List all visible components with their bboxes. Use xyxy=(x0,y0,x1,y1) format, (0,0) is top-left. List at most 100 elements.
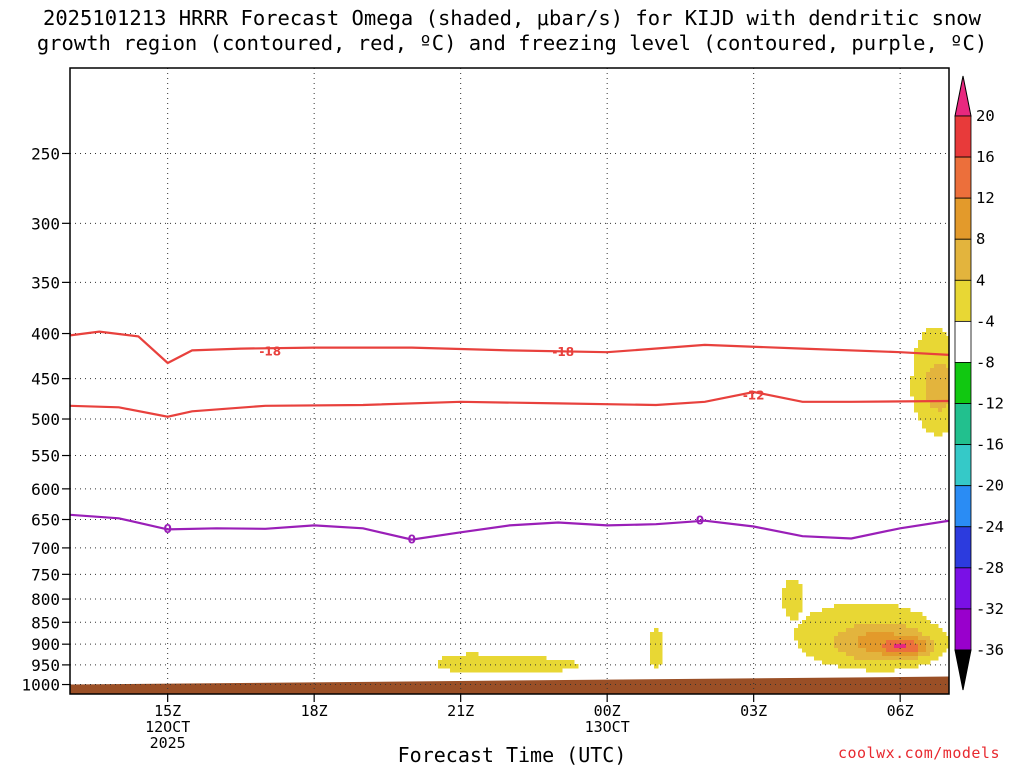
omega-cell xyxy=(942,376,947,381)
omega-cell xyxy=(838,612,843,617)
omega-cell xyxy=(806,640,811,645)
omega-cell xyxy=(854,608,859,613)
omega-cell xyxy=(902,640,907,645)
x-tick-label: 00Z xyxy=(594,702,621,720)
omega-cell xyxy=(918,416,923,421)
omega-cell xyxy=(886,636,891,641)
omega-cell xyxy=(890,624,895,629)
omega-cell xyxy=(826,644,831,649)
omega-cell xyxy=(562,660,567,665)
omega-cell xyxy=(918,612,923,617)
omega-cell xyxy=(902,632,907,637)
omega-cell xyxy=(922,396,927,401)
omega-cell xyxy=(794,584,799,589)
omega-cell xyxy=(822,632,827,637)
x-axis-title: Forecast Time (UTC) xyxy=(397,743,627,767)
omega-cell xyxy=(846,604,851,609)
omega-cell xyxy=(862,636,867,641)
omega-cell xyxy=(906,632,911,637)
omega-cell xyxy=(914,396,919,401)
omega-cell xyxy=(498,660,503,665)
omega-cell xyxy=(882,652,887,657)
omega-cell xyxy=(946,360,949,365)
omega-cell xyxy=(798,604,803,609)
omega-cell xyxy=(942,400,947,405)
omega-cell xyxy=(930,644,935,649)
omega-cell xyxy=(910,648,915,653)
omega-cell xyxy=(658,644,663,649)
omega-cell xyxy=(814,644,819,649)
omega-cell xyxy=(854,612,859,617)
omega-cell xyxy=(554,660,559,665)
omega-cell xyxy=(834,620,839,625)
omega-cell xyxy=(870,604,875,609)
omega-cell xyxy=(930,392,935,397)
omega-cell xyxy=(502,668,507,673)
omega-cell xyxy=(866,604,871,609)
omega-cell xyxy=(534,668,539,673)
omega-cell xyxy=(802,644,807,649)
omega-cell xyxy=(930,624,935,629)
omega-cell xyxy=(914,660,919,665)
omega-cell xyxy=(854,624,859,629)
omega-cell xyxy=(922,424,927,429)
omega-cell xyxy=(474,664,479,669)
omega-cell xyxy=(890,656,895,661)
omega-cell xyxy=(826,640,831,645)
omega-cell xyxy=(830,652,835,657)
omega-cell xyxy=(810,624,815,629)
omega-cell xyxy=(838,652,843,657)
omega-cell xyxy=(470,664,475,669)
omega-cell xyxy=(466,664,471,669)
y-tick-label: 700 xyxy=(31,539,60,558)
omega-cell xyxy=(862,604,867,609)
omega-cell xyxy=(914,348,919,353)
omega-cell xyxy=(938,408,943,413)
y-tick-label: 550 xyxy=(31,447,60,466)
omega-cell xyxy=(854,640,859,645)
omega-cell xyxy=(874,608,879,613)
omega-cell xyxy=(942,412,947,417)
omega-cell xyxy=(926,620,931,625)
omega-cell xyxy=(870,648,875,653)
omega-cell xyxy=(510,668,515,673)
omega-cell xyxy=(810,632,815,637)
omega-cell xyxy=(938,652,943,657)
omega-cell xyxy=(850,640,855,645)
omega-cell xyxy=(886,668,891,673)
omega-cell xyxy=(494,664,499,669)
omega-cell xyxy=(930,652,935,657)
omega-cell xyxy=(946,392,949,397)
y-tick-label: 250 xyxy=(31,144,60,163)
omega-cell xyxy=(934,648,939,653)
omega-cell xyxy=(822,612,827,617)
x-tick-date: 13OCT xyxy=(585,718,630,736)
omega-cell xyxy=(930,380,935,385)
omega-cell xyxy=(922,620,927,625)
omega-cell xyxy=(814,632,819,637)
omega-cell xyxy=(926,332,931,337)
omega-cell xyxy=(850,604,855,609)
omega-cell xyxy=(926,424,931,429)
omega-cell xyxy=(890,644,895,649)
omega-cell xyxy=(946,364,949,369)
omega-cell xyxy=(862,644,867,649)
omega-cell xyxy=(938,420,943,425)
omega-cell xyxy=(830,612,835,617)
colorbar-bin xyxy=(954,608,972,651)
omega-cell xyxy=(930,648,935,653)
omega-cell xyxy=(894,620,899,625)
omega-cell xyxy=(930,656,935,661)
omega-shaded-field xyxy=(438,328,949,673)
omega-cell xyxy=(882,632,887,637)
omega-cell xyxy=(926,356,931,361)
omega-cell xyxy=(926,640,931,645)
omega-cell xyxy=(850,644,855,649)
omega-cell xyxy=(858,652,863,657)
colorbar-label: 12 xyxy=(976,189,995,207)
omega-cell xyxy=(858,628,863,633)
y-tick-label: 800 xyxy=(31,590,60,609)
omega-cell xyxy=(838,616,843,621)
omega-cell xyxy=(922,344,927,349)
omega-cell xyxy=(910,620,915,625)
